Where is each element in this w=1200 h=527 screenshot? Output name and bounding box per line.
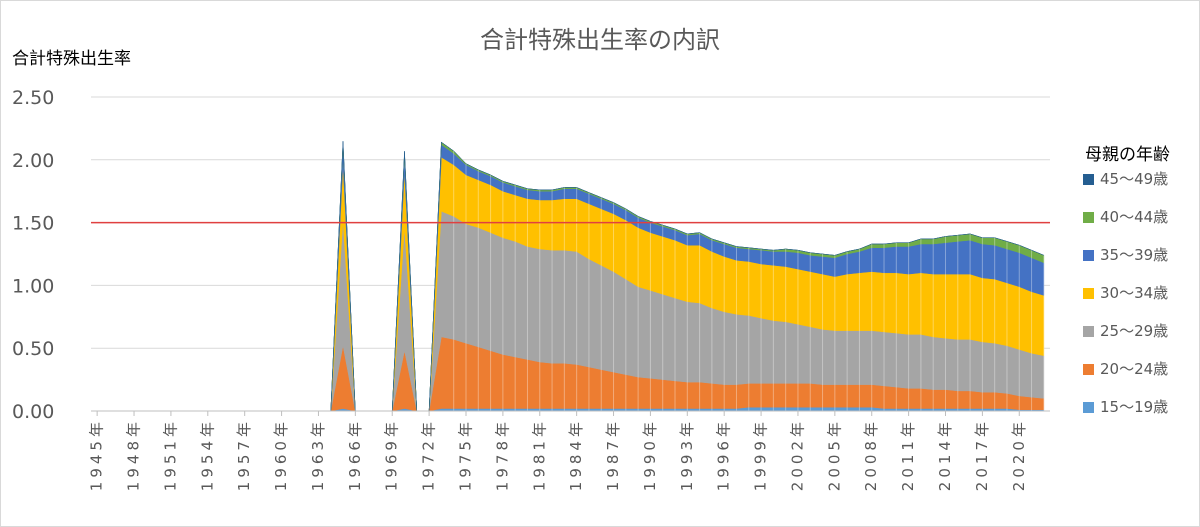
x-tick-label: 1963年 [309,418,327,491]
y-axis-label: 合計特殊出生率 [12,49,131,69]
x-tick-label: 1978年 [493,418,511,491]
legend-swatch [1083,364,1094,375]
y-tick-label: 2.50 [12,87,54,109]
x-tick-label: 1987年 [604,418,622,491]
legend-label: 30〜34歳 [1100,284,1168,302]
y-tick-labels: 0.00 0.50 1.00 1.50 2.00 2.50 [12,87,54,423]
legend-label: 20〜24歳 [1100,360,1168,378]
legend-title: 母親の年齢 [1085,145,1170,165]
legend-swatch [1083,402,1094,413]
y-tick-label: 2.00 [12,150,54,172]
x-tick-label: 1954年 [198,418,216,491]
x-tick-label: 2020年 [1010,418,1028,491]
x-tick-label: 2005年 [825,418,843,491]
x-tick-label: 1984年 [567,418,585,491]
stacked-areas [330,140,1045,412]
y-tick-label: 1.00 [12,275,54,297]
x-tick-label: 2008年 [862,418,880,491]
x-tick-label: 1951年 [161,418,179,491]
x-tick-label: 1966年 [346,418,364,491]
legend-swatch [1083,212,1094,223]
x-tick-label: 1993年 [678,418,696,491]
chart-title: 合計特殊出生率の内訳 [480,26,720,54]
x-tick-label: 1969年 [383,418,401,491]
x-tick-label: 1960年 [272,418,290,491]
x-tick-label: 1957年 [235,418,253,491]
y-tick-label: 1.50 [12,213,54,235]
x-tick-label: 1945年 [88,418,106,491]
legend-label: 35〜39歳 [1100,246,1168,264]
x-tick-label: 1996年 [715,418,733,491]
x-tick-label: 2017年 [973,418,991,491]
legend-swatch [1083,250,1094,261]
legend-label: 15〜19歳 [1100,398,1168,416]
legend-swatch [1083,174,1094,185]
legend-swatch [1083,326,1094,337]
x-tick-label: 1990年 [641,418,659,491]
x-tick-label: 1972年 [420,418,438,491]
x-tick-labels: 1945年 1948年 1951年 1954年 1957年 1960年 1963年 1966年… [88,410,1050,491]
x-tick-label: 2014年 [936,418,954,491]
legend-label: 45〜49歳 [1100,170,1168,188]
x-tick-label: 1981年 [530,418,548,491]
x-tick-label: 2002年 [788,418,806,491]
legend-label: 25〜29歳 [1100,322,1168,340]
y-tick-label: 0.00 [12,401,54,423]
legend-swatch [1083,288,1094,299]
x-tick-label: 1948年 [125,418,143,491]
legend-label: 40〜44歳 [1100,208,1168,226]
x-tick-label: 1975年 [456,418,474,491]
legend: 45〜49歳 40〜44歳 35〜39歳 30〜34歳 25〜29歳 20〜24歳 15〜1… [1083,170,1168,416]
x-tick-label: 1999年 [752,418,770,491]
y-tick-label: 0.50 [12,338,54,360]
x-tick-label: 2011年 [899,418,917,491]
